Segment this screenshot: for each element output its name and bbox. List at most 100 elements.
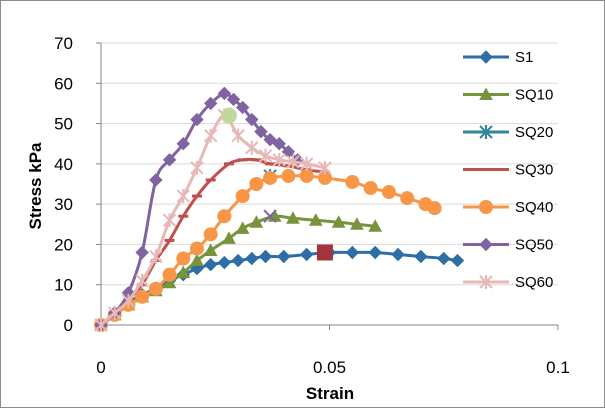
data-point (203, 128, 218, 143)
data-point (217, 86, 232, 101)
legend-marker (479, 125, 493, 139)
plot-area (94, 86, 465, 332)
data-point (381, 185, 396, 200)
data-point (108, 305, 122, 320)
data-point (94, 318, 108, 332)
data-point (316, 244, 333, 261)
legend-marker (479, 237, 493, 252)
data-point (203, 96, 218, 111)
data-point (217, 209, 232, 224)
data-point (149, 173, 163, 187)
data-point (350, 217, 364, 230)
data-point (162, 153, 177, 167)
data-point (254, 124, 268, 139)
axes: 0 10 20 30 40 50 60 70 0 0.05 0.1 (54, 34, 570, 377)
data-point (245, 251, 259, 266)
data-point (217, 255, 232, 270)
data-point (299, 247, 314, 262)
data-point (272, 152, 286, 167)
data-point (249, 177, 264, 191)
legend-entry: SQ40 (463, 199, 553, 216)
data-point (189, 241, 204, 256)
data-point (331, 215, 346, 228)
data-point (149, 249, 163, 264)
data-point (190, 160, 204, 175)
data-point (176, 189, 190, 204)
y-tick-label: 30 (54, 195, 73, 214)
data-point (245, 140, 259, 155)
y-tick-label: 70 (54, 34, 73, 53)
data-point (231, 128, 245, 143)
legend-label: SQ40 (515, 199, 553, 216)
data-point (162, 275, 177, 289)
legend-label: SQ60 (515, 274, 553, 291)
data-point (281, 168, 296, 183)
data-point (226, 92, 241, 107)
y-tick-label: 0 (64, 316, 73, 335)
legend-label: S1 (515, 49, 533, 66)
data-point (249, 215, 264, 228)
data-point (414, 249, 428, 264)
data-point (299, 156, 314, 171)
data-point (235, 100, 250, 115)
data-point (345, 174, 360, 189)
data-point (235, 189, 250, 204)
data-point (318, 160, 332, 175)
data-point (363, 181, 378, 196)
data-point (235, 221, 250, 234)
data-point (277, 249, 291, 264)
legend-marker (479, 200, 493, 214)
data-point (450, 253, 465, 268)
y-tick-label: 50 (54, 115, 73, 134)
data-point (308, 213, 323, 226)
data-point (203, 243, 218, 256)
x-tick-label: 0 (96, 358, 105, 377)
data-point (135, 273, 149, 288)
data-point (299, 168, 314, 183)
legend-entry: SQ50 (463, 237, 553, 254)
legend-label: SQ50 (515, 237, 553, 254)
data-point (258, 249, 273, 264)
data-point (286, 154, 300, 169)
data-point (286, 211, 300, 224)
data-point (203, 257, 218, 272)
y-tick-label: 10 (54, 276, 73, 295)
x-tick-label: 0.05 (313, 358, 346, 377)
data-point (121, 293, 136, 308)
x-axis-title: Strain (306, 384, 354, 403)
data-point (368, 245, 382, 260)
legend-marker (479, 275, 493, 289)
legend-label: SQ20 (515, 124, 553, 141)
legend-marker (479, 87, 493, 100)
legend-entry: SQ30 (463, 162, 553, 179)
legend: S1 SQ10 SQ20 SQ30 SQ40 SQ50 SQ60 (463, 49, 553, 291)
y-tick-label: 40 (54, 155, 73, 174)
data-point (263, 170, 278, 185)
data-point (391, 247, 405, 262)
data-point (176, 265, 191, 279)
legend-entry: S1 (463, 49, 533, 66)
data-point (345, 245, 360, 260)
x-tick-label: 0.1 (546, 358, 570, 377)
data-point (245, 112, 259, 127)
data-point (317, 170, 332, 185)
legend-entry: SQ20 (463, 124, 553, 141)
data-point (190, 253, 204, 267)
data-point (263, 132, 277, 147)
data-point (135, 289, 150, 304)
data-point (368, 219, 383, 232)
y-tick-label: 60 (54, 74, 73, 93)
data-point (263, 209, 277, 223)
series-line (100, 174, 436, 327)
data-point (162, 267, 177, 282)
data-point (162, 213, 177, 228)
data-point (220, 107, 237, 124)
y-axis-title: Stress kPa (26, 142, 45, 229)
legend-marker (479, 50, 493, 64)
data-point (135, 245, 149, 260)
data-point (222, 231, 236, 244)
data-point (203, 227, 218, 242)
y-tick-label: 20 (54, 235, 73, 254)
